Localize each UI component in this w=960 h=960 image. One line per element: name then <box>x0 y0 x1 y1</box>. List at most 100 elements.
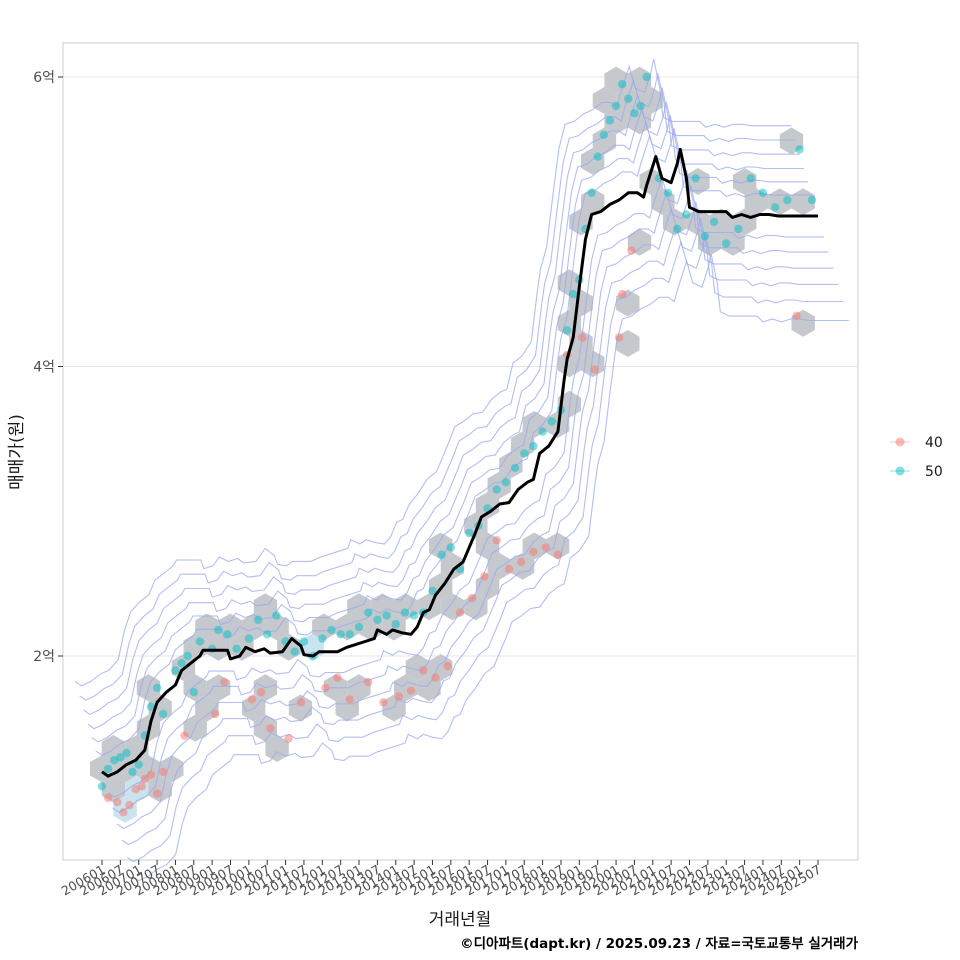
data-point-40 <box>146 770 156 779</box>
data-point-50 <box>437 550 446 559</box>
density-contour <box>75 58 792 687</box>
data-point-40 <box>480 572 489 581</box>
hexbin-cell <box>440 552 465 580</box>
hexbin-cell <box>499 451 523 479</box>
data-point-50 <box>599 130 608 140</box>
hexbin-cell <box>125 735 149 762</box>
data-point-50 <box>146 702 156 711</box>
data-point-50 <box>263 630 272 639</box>
data-point-40 <box>517 557 526 567</box>
legend-label-50: 50 <box>925 464 943 480</box>
hexbin-cell <box>382 694 406 722</box>
data-point-50 <box>382 611 391 620</box>
x-axis: 2006012006072007012007072008012008072009… <box>59 860 824 898</box>
hexbin-cell <box>206 633 231 661</box>
data-point-40 <box>431 673 440 682</box>
data-point-50 <box>253 615 263 624</box>
data-point-50 <box>336 630 345 639</box>
data-point-40 <box>578 333 587 342</box>
data-point-40 <box>792 311 801 320</box>
y-tick-label: 4억 <box>33 360 55 376</box>
data-point-40 <box>125 800 134 810</box>
scatter-points-layer <box>97 72 817 817</box>
data-point-40 <box>492 536 501 545</box>
data-point-50 <box>354 622 364 632</box>
data-point-50 <box>183 651 192 661</box>
data-point-50 <box>795 145 804 154</box>
data-point-50 <box>232 644 241 653</box>
data-point-40 <box>333 673 342 682</box>
density-contour <box>121 217 839 846</box>
data-point-40 <box>364 677 373 687</box>
density-contour <box>91 115 808 743</box>
data-point-50 <box>529 441 538 451</box>
data-point-50 <box>318 634 327 643</box>
data-point-50 <box>700 232 709 241</box>
data-point-50 <box>134 760 143 769</box>
data-point-50 <box>807 195 817 205</box>
hexbin-cell <box>253 714 278 742</box>
data-point-50 <box>520 449 529 458</box>
data-point-40 <box>504 564 514 574</box>
data-point-40 <box>614 333 624 342</box>
data-point-50 <box>177 659 186 668</box>
data-point-40 <box>455 608 465 617</box>
data-point-50 <box>159 709 168 719</box>
data-point-50 <box>538 427 547 436</box>
data-point-40 <box>379 698 388 707</box>
data-point-50 <box>642 72 651 82</box>
data-point-50 <box>605 116 615 125</box>
data-point-40 <box>103 793 113 803</box>
data-point-40 <box>394 692 403 701</box>
data-point-50 <box>299 637 309 646</box>
data-point-50 <box>673 224 682 234</box>
data-point-50 <box>116 753 125 762</box>
data-point-50 <box>97 782 107 791</box>
data-point-50 <box>562 326 572 335</box>
hexbin-cell <box>592 127 617 155</box>
data-point-50 <box>189 688 198 697</box>
x-axis-title: 거래년월 <box>429 910 492 930</box>
data-point-50 <box>128 767 137 776</box>
data-point-40 <box>345 695 354 704</box>
data-point-50 <box>569 289 578 299</box>
data-point-50 <box>771 203 780 212</box>
data-point-40 <box>618 289 627 299</box>
data-point-40 <box>627 246 636 255</box>
legend-swatch-50 <box>895 466 905 476</box>
data-point-50 <box>244 634 254 643</box>
data-point-50 <box>734 224 743 234</box>
data-point-40 <box>468 593 477 603</box>
data-point-50 <box>373 615 382 624</box>
data-point-50 <box>492 485 501 494</box>
data-point-50 <box>345 630 354 639</box>
data-point-40 <box>266 724 275 733</box>
legend-label-40: 40 <box>925 435 943 451</box>
data-point-50 <box>400 608 410 617</box>
data-point-50 <box>223 630 232 639</box>
data-point-40 <box>321 683 330 692</box>
data-point-40 <box>541 543 550 552</box>
data-point-40 <box>553 550 563 559</box>
hexbin-cell <box>522 532 546 560</box>
legend-swatch-40 <box>895 437 905 447</box>
density-contour <box>132 253 849 882</box>
y-tick-label: 2억 <box>33 649 55 665</box>
data-point-40 <box>247 695 257 704</box>
data-point-50 <box>587 188 596 197</box>
density-contour <box>95 128 812 756</box>
hexbin-cell <box>195 613 219 641</box>
data-point-50 <box>624 94 633 103</box>
data-point-50 <box>682 210 691 219</box>
data-point-50 <box>409 611 419 620</box>
data-point-50 <box>446 543 455 552</box>
data-point-50 <box>152 683 162 692</box>
data-point-40 <box>180 731 189 740</box>
median-trend-line <box>101 147 818 778</box>
data-point-40 <box>152 789 162 798</box>
data-point-50 <box>630 109 639 118</box>
legend: 40 50 <box>890 435 943 480</box>
data-point-50 <box>122 748 131 758</box>
y-axis-title: 매매가(원) <box>7 414 27 490</box>
